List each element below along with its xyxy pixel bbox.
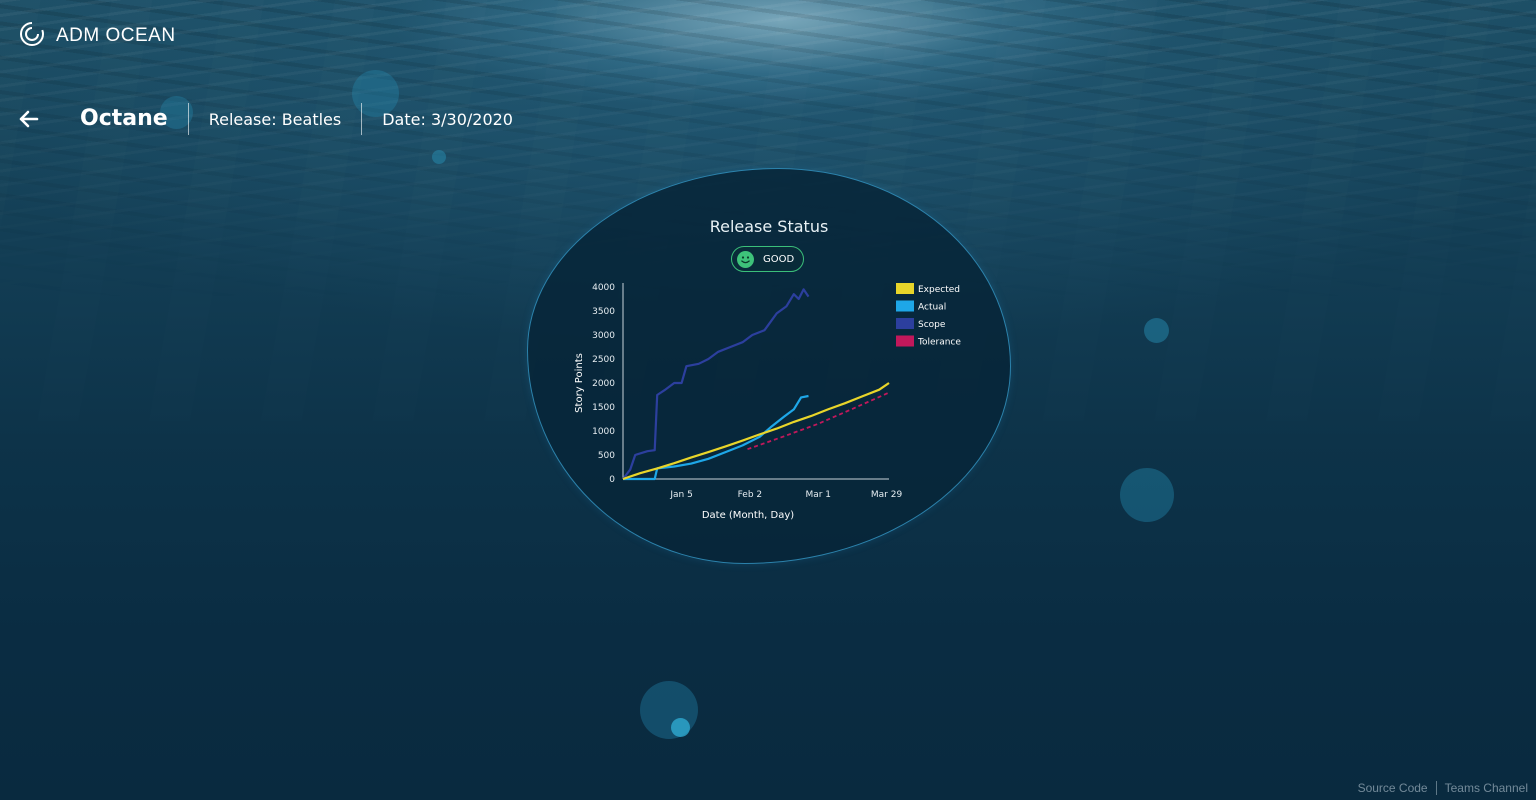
footer-divider (1435, 781, 1437, 795)
legend-swatch-scope (896, 318, 914, 329)
series-line-tolerance (747, 391, 890, 451)
x-tick-label: Mar 29 (871, 490, 903, 500)
legend-swatch-expected (896, 283, 914, 294)
y-tick-label: 1000 (592, 427, 615, 437)
status-badge: GOOD (731, 246, 804, 272)
bubble (160, 96, 193, 129)
legend-label-expected: Expected (918, 285, 960, 295)
y-tick-label: 3000 (592, 331, 615, 341)
series-line-expected (622, 382, 890, 481)
swirl-logo-icon (18, 20, 46, 52)
y-axis-title: Story Points (574, 353, 585, 413)
x-tick-label: Jan 5 (669, 490, 692, 500)
y-tick-label: 3500 (592, 307, 615, 317)
legend-label-actual: Actual (918, 303, 946, 313)
back-button[interactable] (18, 108, 40, 130)
footer: Source Code Teams Channel (1358, 781, 1528, 795)
arrow-left-icon (19, 110, 39, 128)
y-tick-label: 4000 (592, 283, 615, 293)
x-tick-label: Mar 1 (805, 490, 831, 500)
status-badge-label: GOOD (763, 253, 795, 265)
y-tick-label: 0 (609, 475, 615, 485)
release-burnup-chart: 0 500 1000 1500 2000 2500 3000 3500 4000 Jan 5 Feb… (574, 283, 961, 521)
release-label: Release: Beatles (189, 103, 363, 135)
y-tick-label: 2500 (592, 355, 615, 365)
legend-label-scope: Scope (918, 320, 946, 330)
release-status-title: Release Status (709, 217, 829, 236)
series-line-scope (622, 288, 810, 480)
bubble (1144, 318, 1169, 343)
bubble (352, 70, 399, 117)
bubble (671, 718, 690, 737)
x-tick-label: Feb 2 (738, 490, 763, 500)
smiley-icon (737, 250, 754, 268)
bubble (432, 150, 446, 164)
legend-label-tolerance: Tolerance (917, 338, 961, 348)
y-tick-label: 1500 (592, 403, 615, 413)
legend-swatch-actual (896, 300, 914, 312)
date-label: Date: 3/30/2020 (382, 110, 513, 129)
page-header: Octane Release: Beatles Date: 3/30/2020 (18, 102, 533, 136)
brand-title: ADM OCEAN (56, 25, 176, 46)
release-status-panel: Release Status GOOD 0 500 1000 1500 2000 2500… (527, 168, 1011, 564)
teams-channel-link[interactable]: Teams Channel (1444, 781, 1528, 795)
brand[interactable]: ADM OCEAN (18, 20, 176, 52)
x-axis-title: Date (Month, Day) (702, 510, 794, 521)
source-code-link[interactable]: Source Code (1357, 781, 1428, 795)
legend-swatch-tolerance (896, 335, 914, 347)
page-title: Octane (80, 103, 189, 135)
y-tick-label: 500 (598, 451, 615, 461)
bubble (1120, 468, 1174, 522)
y-tick-label: 2000 (592, 379, 615, 389)
